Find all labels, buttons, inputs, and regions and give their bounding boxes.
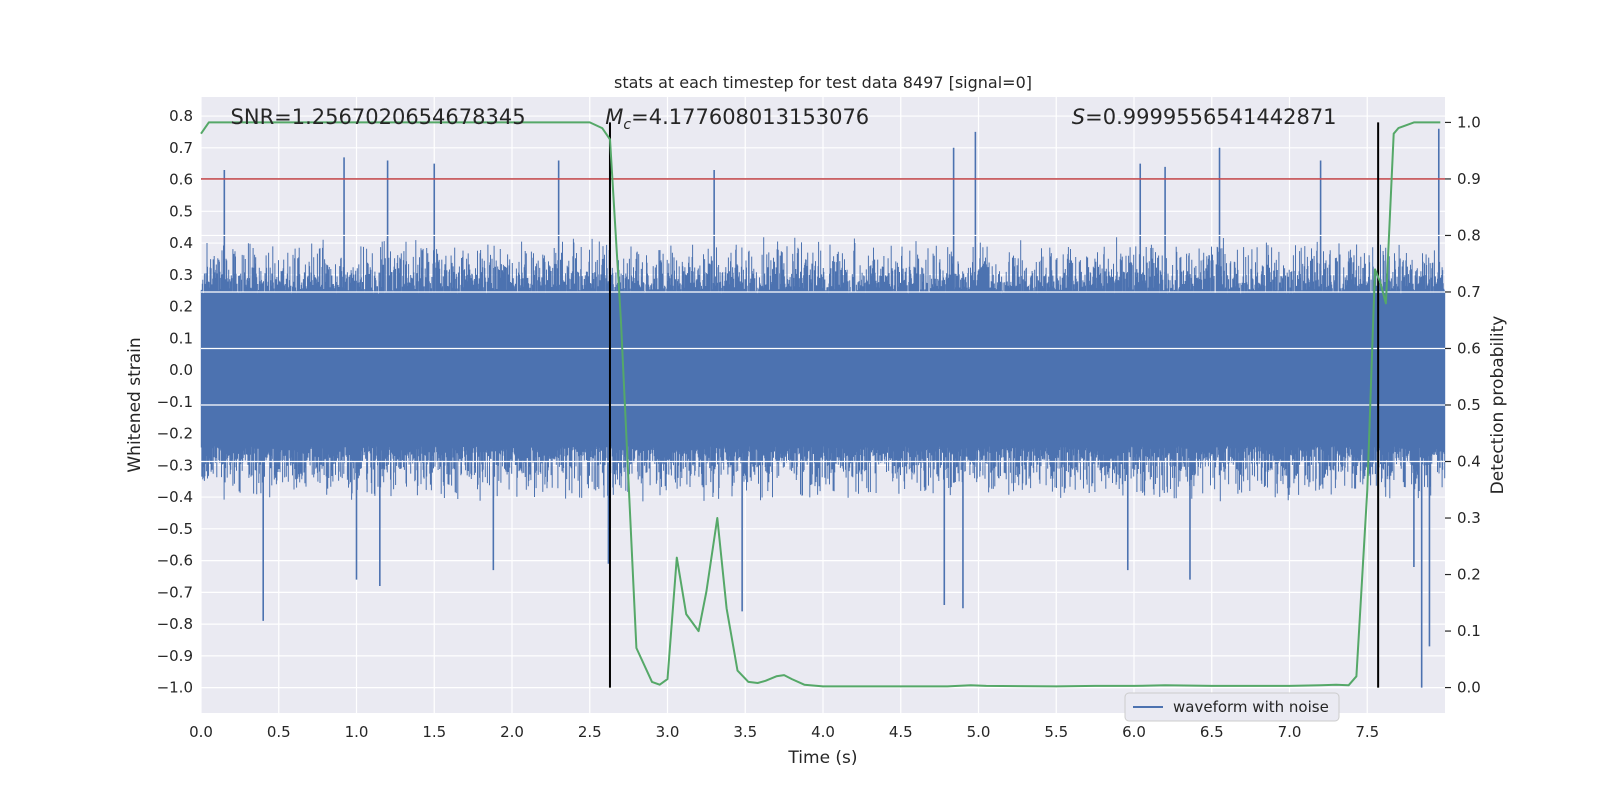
chirp-mass-value: =4.177608013153076: [631, 105, 869, 129]
legend-box: [1124, 692, 1340, 722]
y-tick-label: 0.1: [169, 329, 193, 347]
x-tick-label: 0.5: [267, 723, 291, 741]
y2-tick-label: 0.7: [1457, 283, 1481, 301]
x-tick-label: 2.0: [500, 723, 524, 741]
y2-tick-label: 0.8: [1457, 226, 1481, 244]
y-tick-label: −0.6: [157, 552, 193, 570]
y-tick-label: −0.3: [157, 456, 193, 474]
chirp-mass-subscript: c: [623, 117, 631, 133]
snr-annotation: SNR=1.2567020654678345: [231, 105, 526, 129]
x-tick-label: 3.0: [656, 723, 680, 741]
x-tick-label: 6.0: [1122, 723, 1146, 741]
score-annotation: S=0.9999556541442871: [1072, 105, 1337, 129]
y2-tick-label: 0.1: [1457, 622, 1481, 640]
waveform-line: [200, 237, 1446, 502]
x-axis-label: Time (s): [787, 748, 857, 768]
x-tick-label: 1.5: [422, 723, 446, 741]
x-tick-label: 2.5: [578, 723, 602, 741]
y-tick-label: −0.7: [157, 583, 193, 601]
y-tick-label: −0.9: [157, 647, 193, 665]
x-tick-label: 1.0: [345, 723, 369, 741]
y-axis-label: Whitened strain: [125, 337, 145, 472]
x-tick-label: 6.5: [1200, 723, 1224, 741]
y2-tick-label: 0.4: [1457, 453, 1481, 471]
y-tick-label: −0.5: [157, 520, 193, 538]
y2-tick-label: 0.2: [1457, 566, 1481, 584]
y-tick-label: −0.4: [157, 488, 193, 506]
score-value: =0.9999556541442871: [1085, 105, 1336, 129]
y-tick-label: 0.7: [169, 139, 193, 157]
x-tick-label: 7.0: [1278, 723, 1302, 741]
y-tick-label: −0.2: [157, 425, 193, 443]
y-tick-label: 0.4: [169, 234, 193, 252]
y2-tick-label: 0.6: [1457, 339, 1481, 357]
y-tick-label: 0.0: [169, 361, 193, 379]
x-tick-label: 0.0: [189, 723, 213, 741]
y-tick-label: −0.8: [157, 615, 193, 633]
grid-overlay: [201, 234, 1445, 463]
y2-tick-label: 0.9: [1457, 170, 1481, 188]
x-tick-label: 4.0: [811, 723, 835, 741]
y2-tick-label: 1.0: [1457, 113, 1481, 131]
y-tick-label: 0.6: [169, 171, 193, 189]
x-tick-label: 3.5: [733, 723, 757, 741]
score-symbol: S: [1072, 105, 1085, 129]
y-tick-label: 0.5: [169, 202, 193, 220]
y-tick-label: 0.8: [169, 107, 193, 125]
chart-title: stats at each timestep for test data 849…: [614, 73, 1032, 92]
probability-line: [200, 121, 1441, 688]
y-tick-label: 0.3: [169, 266, 193, 284]
chirp-mass-symbol: M: [605, 105, 623, 129]
y-tick-label: 0.2: [169, 298, 193, 316]
y2-axis-label: Detection probability: [1488, 316, 1508, 495]
legend-label: waveform with noise: [1173, 698, 1329, 716]
y2-tick-label: 0.5: [1457, 396, 1481, 414]
chirp-mass-annotation: Mc=4.177608013153076: [605, 105, 869, 133]
x-tick-label: 7.5: [1355, 723, 1379, 741]
legend: waveform with noise: [1124, 692, 1340, 722]
y-tick-label: −1.0: [157, 679, 193, 697]
y2-tick-label: 0.0: [1457, 679, 1481, 697]
y2-tick-label: 0.3: [1457, 509, 1481, 527]
y-tick-label: −0.1: [157, 393, 193, 411]
x-tick-label: 5.0: [967, 723, 991, 741]
x-tick-label: 5.5: [1044, 723, 1068, 741]
waveform-spikes: [223, 128, 1440, 688]
x-tick-label: 4.5: [889, 723, 913, 741]
